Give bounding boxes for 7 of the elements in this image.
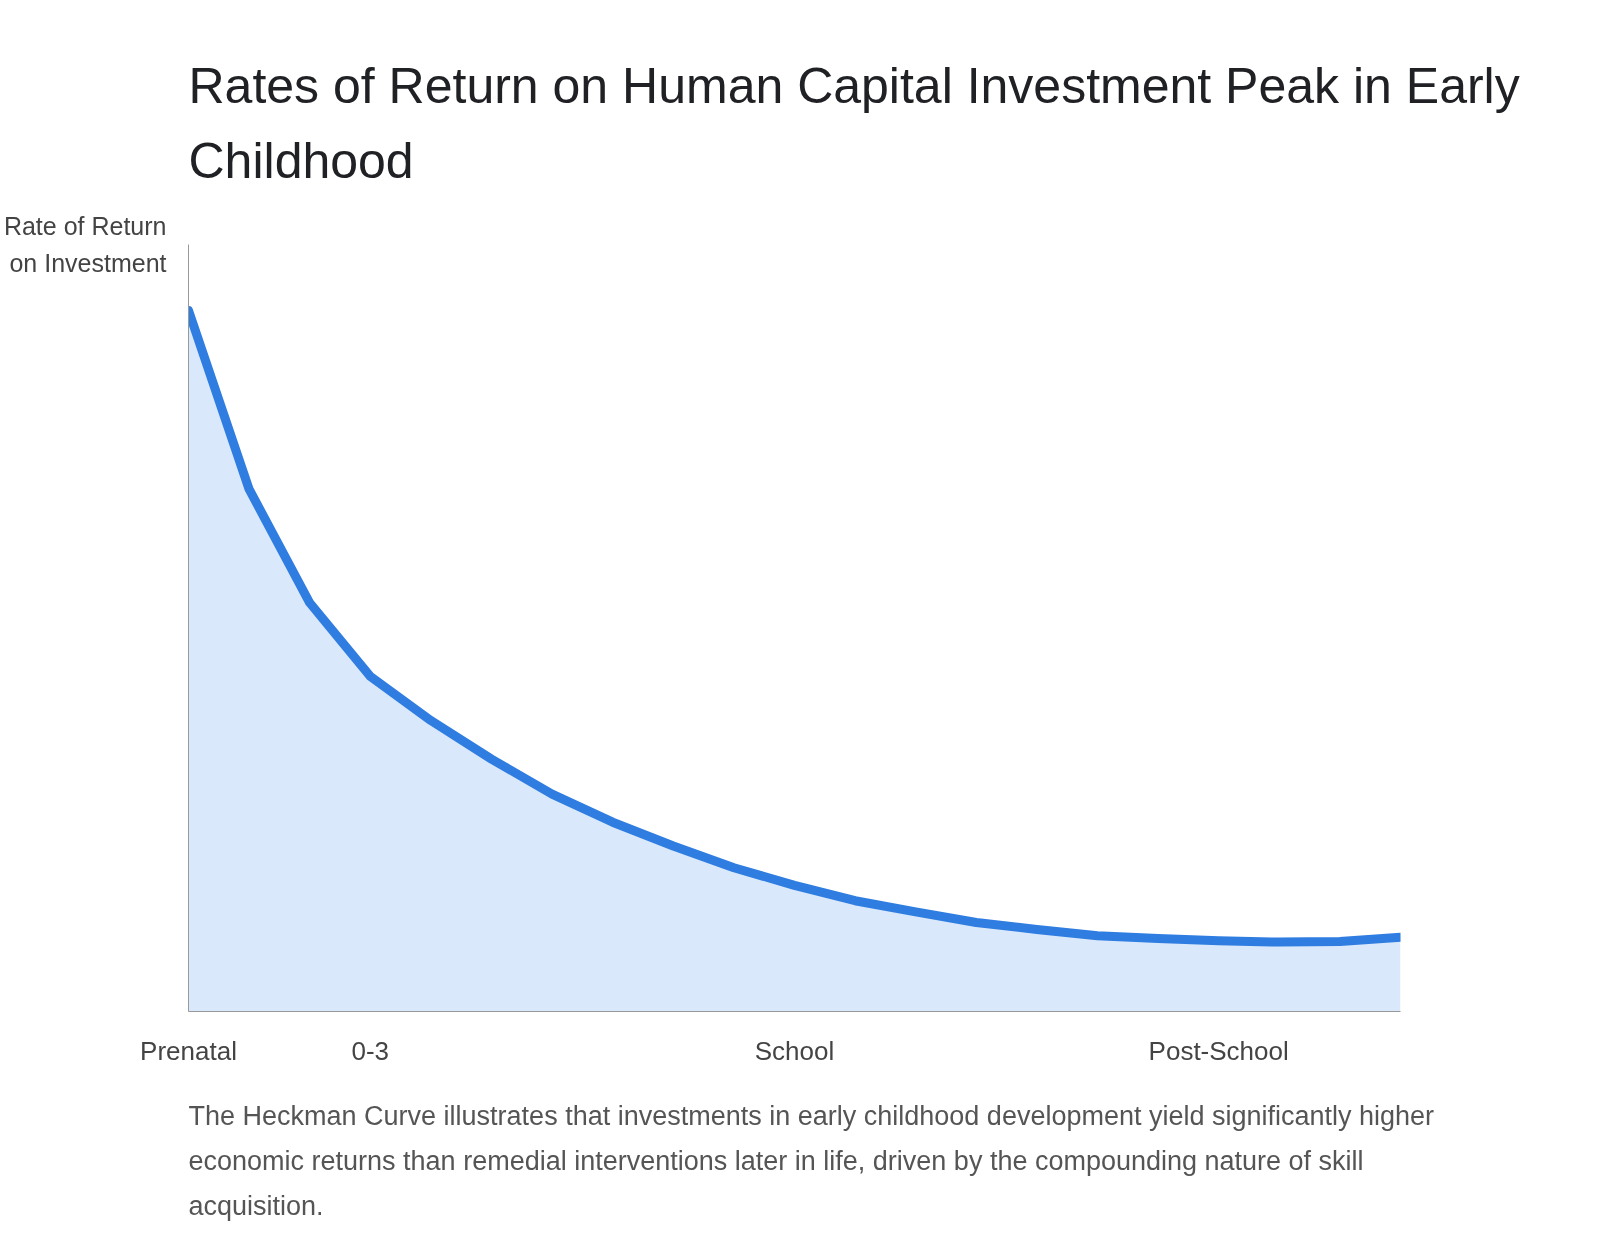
y-axis-title: Rate of Return on Investment [3,211,167,278]
x-tick-label: Post-School [1148,1035,1289,1066]
x-tick-label: Prenatal [140,1035,237,1066]
text: The Heckman Curve illustrates that investments in early childhood development yield significantly higher economic returns than remedial interventions later in life, driven by the compounding nature of skill acquisition. [188,1100,1435,1221]
x-tick-label: 0-3 [351,1035,390,1066]
x-tick-label: School [754,1035,835,1066]
chart-title: Rates of Return on Human Capital Investment Peak in Early Childhood [188,57,1520,190]
